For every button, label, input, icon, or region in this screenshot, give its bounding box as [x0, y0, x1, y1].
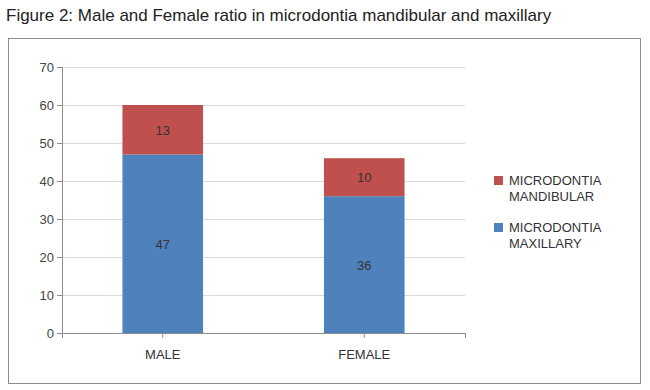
bar-segment [324, 196, 405, 333]
y-tick-label: 70 [40, 60, 54, 75]
legend-label-line: MAXILLARY [509, 236, 582, 251]
legend-label-line: MICRODONTIA [509, 173, 602, 188]
y-tick-label: 30 [40, 212, 54, 227]
y-tick-label: 60 [40, 98, 54, 113]
data-label: 10 [357, 170, 371, 185]
chart-svg: Figure 2: Male and Female ratio in micro… [0, 0, 650, 390]
bar-segment [122, 105, 203, 154]
data-labels: 47 36 13 10 [156, 123, 372, 273]
y-tick: 40 [40, 174, 62, 189]
legend-swatch [494, 223, 503, 232]
y-tick-mark [57, 67, 62, 68]
chart-frame [9, 39, 641, 384]
y-tick: 30 [40, 212, 62, 227]
x-tick-label: MALE [145, 347, 181, 362]
x-tick-mark [364, 333, 365, 338]
y-tick-mark [57, 181, 62, 182]
y-axis-line [57, 68, 63, 334]
y-tick: 0 [47, 326, 62, 341]
y-tick: 10 [40, 288, 62, 303]
chart-container: Figure 2: Male and Female ratio in micro… [0, 0, 650, 390]
y-tick-mark [57, 143, 62, 144]
y-tick-label: 10 [40, 288, 54, 303]
y-tick: 50 [40, 136, 62, 151]
legend-item: MICRODONTIAMAXILLARY [494, 220, 602, 251]
y-tick: 20 [40, 250, 62, 265]
x-tick: MALE [145, 333, 181, 362]
x-tick-label: FEMALE [338, 347, 390, 362]
y-tick-label: 40 [40, 174, 54, 189]
y-tick-label: 0 [47, 326, 54, 341]
y-tick-mark [57, 257, 62, 258]
x-axis-line [63, 334, 466, 339]
y-axis: 0 10 20 30 40 50 60 70 [40, 60, 63, 341]
grid [62, 68, 465, 334]
y-tick-label: 50 [40, 136, 54, 151]
y-tick: 70 [40, 60, 62, 75]
data-label: 47 [156, 237, 170, 252]
legend: MICRODONTIAMANDIBULARMICRODONTIAMAXILLAR… [494, 173, 602, 251]
grid-line [62, 67, 465, 68]
x-tick: FEMALE [338, 333, 390, 362]
legend-item: MICRODONTIAMANDIBULAR [494, 173, 602, 204]
bar-segment [324, 158, 405, 196]
y-tick-mark [57, 333, 62, 334]
legend-label-line: MANDIBULAR [509, 189, 594, 204]
y-tick-label: 20 [40, 250, 54, 265]
legend-label-line: MICRODONTIA [509, 220, 602, 235]
data-label: 13 [156, 123, 170, 138]
x-tick-mark [162, 333, 163, 338]
legend-label: MICRODONTIAMAXILLARY [509, 220, 602, 251]
y-tick-mark [57, 105, 62, 106]
bar-segment [122, 154, 203, 333]
x-axis: MALE FEMALE [63, 333, 466, 362]
data-label: 36 [357, 258, 371, 273]
chart-title: Figure 2: Male and Female ratio in micro… [6, 6, 552, 25]
legend-label: MICRODONTIAMANDIBULAR [509, 173, 602, 204]
bars [122, 105, 404, 333]
y-tick: 60 [40, 98, 62, 113]
y-tick-mark [57, 219, 62, 220]
y-tick-mark [57, 295, 62, 296]
legend-swatch [494, 176, 503, 185]
